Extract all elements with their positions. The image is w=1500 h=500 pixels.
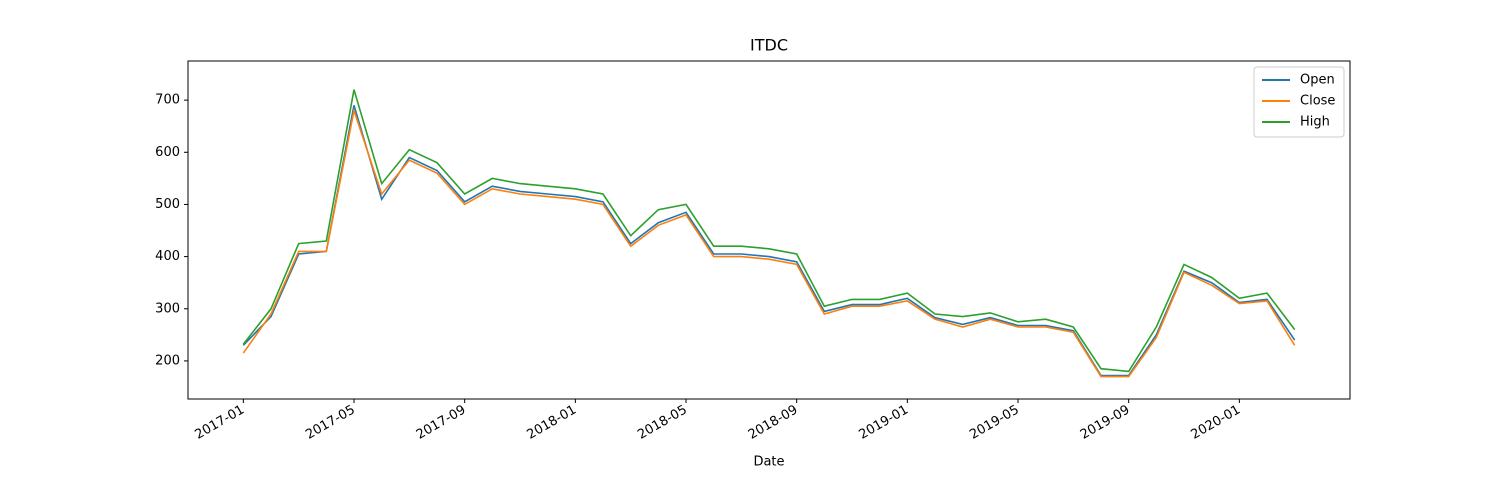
chart-title: ITDC [750, 36, 788, 55]
y-tick-label: 500 [155, 197, 180, 212]
legend-label: Open [1300, 73, 1335, 88]
line-series [242, 107, 1296, 378]
x-axis-label: Date [753, 455, 784, 470]
y-tick-label: 300 [155, 301, 180, 316]
line-series [242, 105, 1296, 377]
legend-label: High [1300, 115, 1330, 130]
y-tick-label: 400 [155, 249, 180, 264]
y-tick-label: 200 [155, 353, 180, 368]
legend-box [1253, 66, 1345, 138]
line-series [242, 89, 1296, 373]
legend-label: Close [1300, 94, 1335, 109]
axes-frame [187, 60, 1351, 400]
y-tick-label: 700 [155, 93, 180, 108]
y-tick-label: 600 [155, 145, 180, 160]
